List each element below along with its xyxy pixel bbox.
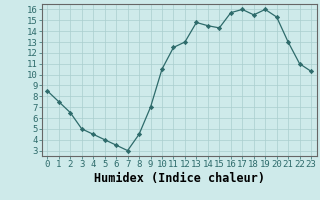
X-axis label: Humidex (Indice chaleur): Humidex (Indice chaleur)	[94, 172, 265, 185]
